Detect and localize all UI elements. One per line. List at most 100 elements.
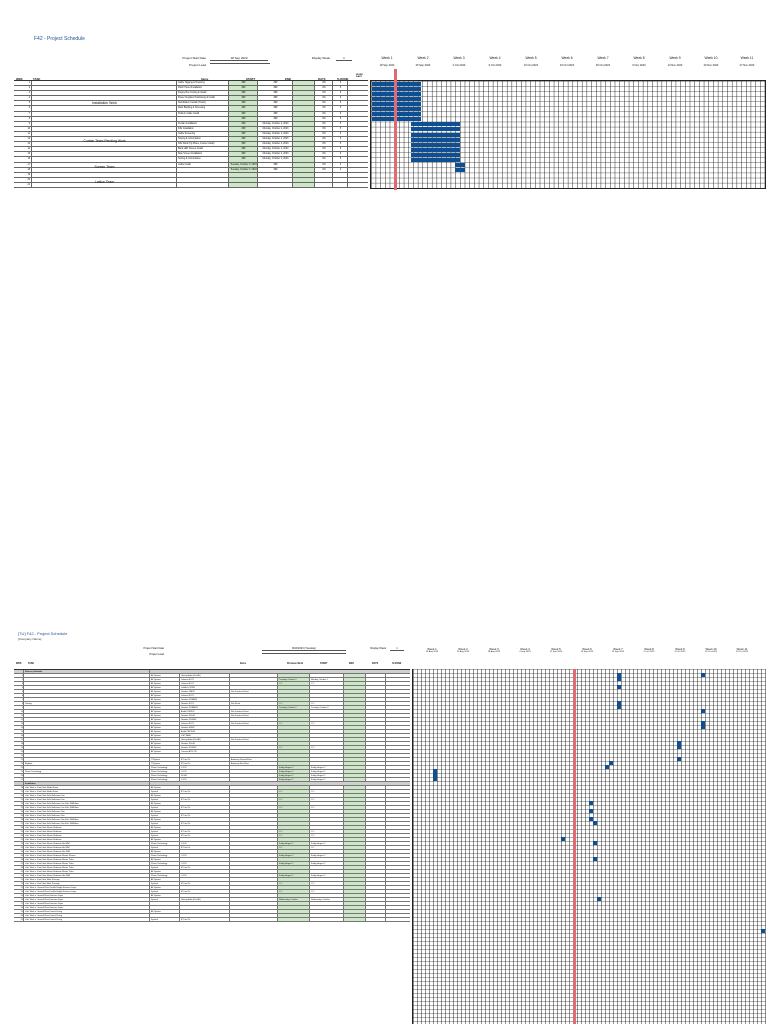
item-cell[interactable]: Cable Screening — [177, 131, 229, 137]
end-cell[interactable]: Monday, October 2, 2023 — [258, 121, 293, 126]
end-cell[interactable] — [310, 906, 344, 909]
item-cell[interactable]: LabBuck 1RW6 — [180, 686, 230, 689]
item-cell[interactable]: Curtain Installation — [177, 121, 229, 126]
start-cell[interactable]: ### — [229, 147, 258, 152]
start-cell[interactable]: ### — [229, 131, 258, 137]
item-cell[interactable]: IP Dev Kit — [180, 798, 230, 801]
item-cell[interactable] — [177, 177, 229, 182]
item-cell[interactable] — [180, 810, 230, 813]
end-cell[interactable] — [310, 822, 344, 825]
end-cell[interactable]: Friday, August 2 — [310, 766, 344, 769]
item-cell[interactable]: Gewitter 900-01 — [180, 714, 230, 717]
item-cell[interactable]: C-120 — [180, 842, 230, 845]
item-cell[interactable]: Liberty Audio (Pro AV) — [180, 674, 230, 677]
start-cell[interactable]: ### — [278, 702, 310, 705]
end-cell[interactable]: Friday, August 2 — [310, 874, 344, 877]
item-cell[interactable]: Subdivision Installs (Touch) — [177, 101, 229, 106]
start-cell[interactable] — [278, 786, 310, 789]
end-cell[interactable]: Friday, August 2 — [310, 854, 344, 857]
start-cell[interactable] — [278, 886, 310, 889]
item-cell[interactable]: Liberty Audio (Pro AV) — [180, 738, 230, 741]
end-cell[interactable]: ### — [258, 91, 293, 96]
item-cell[interactable]: Floppy Box Cutting & Install — [177, 91, 229, 96]
item-cell[interactable] — [180, 826, 230, 829]
item-cell[interactable]: IP Dev Kit — [180, 890, 230, 893]
end-cell[interactable]: ### — [258, 81, 293, 86]
start-cell[interactable] — [278, 906, 310, 909]
end-cell[interactable]: ### — [258, 86, 293, 91]
start-cell[interactable] — [278, 690, 310, 693]
start-cell[interactable]: ### — [229, 157, 258, 162]
start-cell[interactable] — [278, 858, 310, 861]
start-cell[interactable]: Tuesday, October 3, 2023 — [229, 167, 258, 172]
end-cell[interactable] — [310, 674, 344, 677]
item-cell[interactable]: C-120 — [180, 874, 230, 877]
item-cell[interactable]: IP Dev Kit — [180, 762, 230, 765]
end-cell[interactable] — [310, 918, 344, 921]
end-cell[interactable]: ### — [310, 798, 344, 801]
pct-cell[interactable]: 0% — [315, 126, 333, 131]
item-cell[interactable]: IP Dev Kit — [180, 846, 230, 849]
item-cell[interactable]: Gewitter PU4030 — [180, 718, 230, 721]
item-cell[interactable] — [180, 870, 230, 873]
pct-cell[interactable]: 0% — [315, 106, 333, 111]
end-cell[interactable] — [310, 738, 344, 741]
item-cell[interactable]: Audio PBV7000 — [180, 730, 230, 733]
start-cell[interactable]: ### — [278, 746, 310, 749]
end-cell[interactable]: Monday, October 2, 2023 — [258, 142, 293, 147]
start-cell[interactable] — [278, 878, 310, 881]
item-cell[interactable] — [180, 902, 230, 905]
item-cell[interactable]: C-120 — [180, 862, 230, 865]
item-cell[interactable]: Labwest IDCX — [180, 678, 230, 681]
item-cell[interactable] — [177, 172, 229, 177]
item-cell[interactable]: IP Dev Kit — [180, 806, 230, 809]
end-cell[interactable]: ### — [258, 111, 293, 116]
item-cell[interactable] — [180, 910, 230, 913]
pct-cell[interactable]: 0% — [315, 121, 333, 126]
end-cell[interactable]: Monday, October 2, 2023 — [258, 137, 293, 142]
start-cell[interactable]: ### — [278, 798, 310, 801]
start-cell[interactable] — [278, 822, 310, 825]
item-cell[interactable]: C-120 — [180, 766, 230, 769]
end-cell[interactable] — [258, 182, 293, 187]
pct-cell[interactable]: 0% — [315, 86, 333, 91]
start-cell[interactable]: ### — [229, 101, 258, 106]
start-cell[interactable]: Friday, August 2 — [278, 778, 310, 781]
start-cell[interactable] — [278, 866, 310, 869]
start-cell[interactable]: Friday, August 2 — [278, 862, 310, 865]
item-cell[interactable]: Gewitter UMCD — [180, 690, 230, 693]
start-cell[interactable]: ### — [278, 682, 310, 685]
item-cell[interactable] — [180, 858, 230, 861]
item-cell[interactable]: Gewitter PU4030 — [180, 746, 230, 749]
end-cell[interactable] — [310, 802, 344, 805]
start-cell[interactable]: ### — [229, 116, 258, 121]
start-cell[interactable] — [278, 850, 310, 853]
end-cell[interactable] — [310, 694, 344, 697]
end-cell[interactable] — [310, 910, 344, 913]
start-cell[interactable]: ### — [278, 806, 310, 809]
item-cell[interactable]: Podium Cable Install — [177, 111, 229, 116]
pct-cell[interactable] — [315, 172, 333, 177]
start-cell[interactable] — [278, 870, 310, 873]
start-cell[interactable] — [278, 914, 310, 917]
start-cell[interactable]: Friday, August 2 — [278, 766, 310, 769]
end-cell[interactable]: ### — [310, 790, 344, 793]
item-cell[interactable]: IP Dev Kit — [180, 830, 230, 833]
start-cell[interactable]: ### — [229, 106, 258, 111]
item-cell[interactable]: Power Supplies Positioning & Install — [177, 96, 229, 101]
item-cell[interactable]: Back LED Screen Install — [177, 147, 229, 152]
item-cell[interactable]: Gewitter BVMC — [180, 726, 230, 729]
end-cell[interactable]: Wednesday, October — [310, 898, 344, 901]
start-cell[interactable] — [278, 910, 310, 913]
end-cell[interactable]: ### — [258, 101, 293, 106]
start-cell[interactable] — [278, 826, 310, 829]
end-cell[interactable] — [310, 726, 344, 729]
item-cell[interactable] — [180, 838, 230, 841]
item-cell[interactable]: IP Dev Kit — [180, 814, 230, 817]
end-cell[interactable]: Tuesday, October 3 — [310, 706, 344, 709]
end-cell[interactable] — [310, 878, 344, 881]
item-cell[interactable]: IP Dev Kit — [180, 790, 230, 793]
end-cell[interactable]: ### — [310, 806, 344, 809]
end-cell[interactable]: ### — [310, 890, 344, 893]
end-cell[interactable]: ### — [258, 106, 293, 111]
